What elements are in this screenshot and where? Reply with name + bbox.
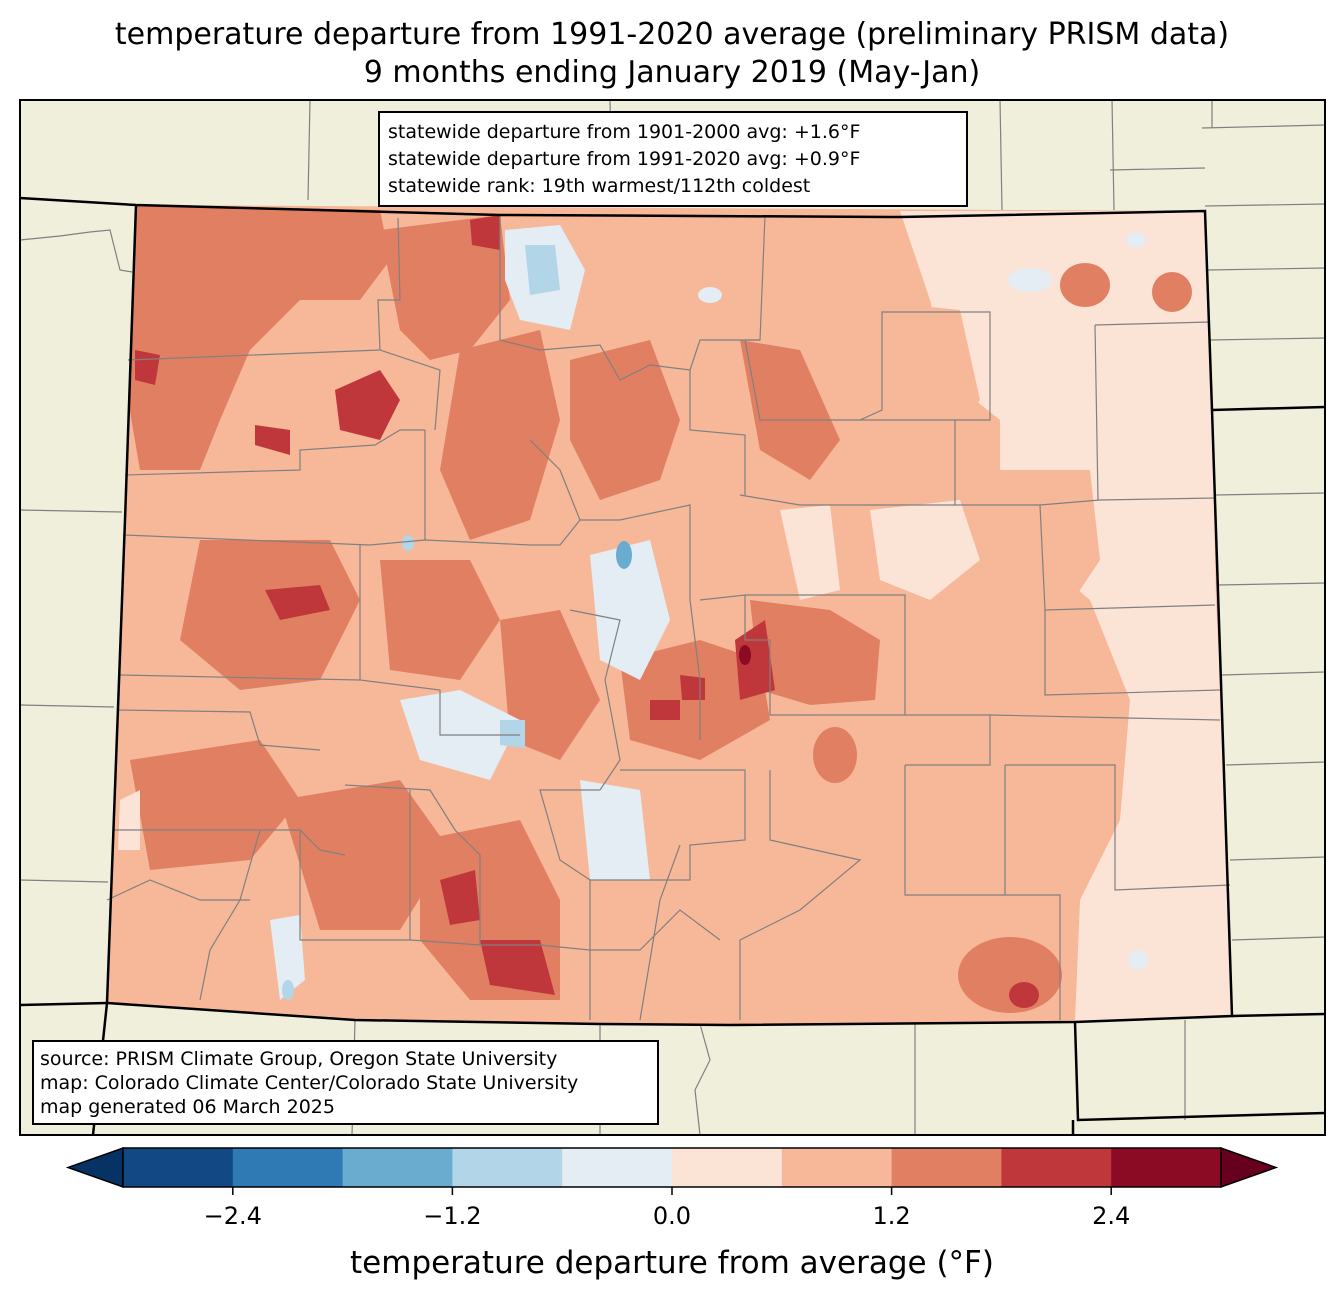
pueblo-warm-region	[750, 600, 880, 705]
colorbar-bin	[781, 1148, 893, 1187]
map-frame	[19, 99, 1326, 1136]
hot-spot	[255, 425, 290, 455]
southeast-warm-spot	[958, 937, 1062, 1013]
map-title: temperature departure from 1991-2020 ave…	[114, 17, 1230, 52]
colorbar-tick-label: −1.2	[423, 1202, 481, 1230]
hot-spot	[1009, 982, 1039, 1008]
northeast-warm-spot	[1152, 272, 1192, 312]
san-luis-valley-cool-region	[590, 540, 670, 680]
colorbar-under-arrow	[65, 1146, 124, 1189]
statewide-rank: statewide rank: 19th warmest/112th colde…	[388, 175, 811, 197]
hot-spot	[480, 940, 555, 995]
departure-1991-2020: statewide departure from 1991-2020 avg: …	[388, 148, 861, 170]
colorbar-bin	[452, 1148, 563, 1187]
north-park-cool-core	[525, 245, 560, 295]
northwest-warm-region	[128, 205, 390, 470]
front-range-warm-region	[570, 340, 680, 500]
colorbar-bin	[1001, 1148, 1112, 1187]
cool-spot	[1126, 232, 1146, 248]
colorbar-label: temperature departure from average (°F)	[350, 1245, 994, 1281]
colorbar-bin	[123, 1148, 234, 1187]
source-line: source: PRISM Climate Group, Oregon Stat…	[40, 1048, 558, 1070]
cool-spot	[402, 535, 414, 551]
west-central-warm-region	[180, 540, 360, 690]
colorbar-bins	[65, 1146, 1279, 1189]
colorbar-ticks: −2.4 −1.2 0.0 1.2 2.4	[204, 1187, 1130, 1230]
plains-near-normal-region	[900, 211, 1232, 1022]
colorbar-bin	[891, 1148, 1002, 1187]
west-central-warm-region	[380, 560, 500, 680]
north-central-warm-region	[380, 215, 510, 360]
southeast-near-normal-patch	[1075, 900, 1232, 1022]
plains-warm-patch	[860, 300, 980, 470]
source-credits-box: source: PRISM Climate Group, Oregon Stat…	[32, 1040, 659, 1125]
hot-spot	[680, 675, 705, 700]
colorbar-tick-label: 0.0	[653, 1202, 691, 1230]
northeast-foothills-warm-region	[740, 340, 840, 480]
plains-near-normal-patch	[870, 500, 980, 600]
hot-spot	[650, 700, 680, 720]
departure-1901-2000: statewide departure from 1901-2000 avg: …	[388, 121, 861, 143]
map-credit-line: map: Colorado Climate Center/Colorado St…	[40, 1072, 579, 1094]
colorbar-bin	[1111, 1148, 1222, 1187]
colorbar-over-arrow	[1220, 1146, 1279, 1189]
cool-spot	[282, 980, 294, 1000]
colorbar-bin	[672, 1148, 783, 1187]
hot-spot	[335, 370, 400, 440]
southwest-warm-region	[280, 780, 450, 930]
anomaly-contours	[118, 205, 1232, 1022]
northeast-warm-spot	[1060, 263, 1110, 307]
colorado-county-lines	[106, 214, 1231, 1021]
cool-spot	[1128, 950, 1148, 970]
central-mountains-warm-region	[440, 330, 560, 540]
plains-warm-patch	[1000, 470, 1100, 620]
colorbar-bin	[232, 1148, 344, 1187]
hottest-spot	[739, 645, 751, 665]
cool-region	[580, 780, 650, 880]
cool-spot	[1008, 268, 1052, 292]
cool-region	[270, 915, 305, 1000]
colorado-temperature-map	[19, 99, 1326, 1136]
colorbar: −2.4 −1.2 0.0 1.2 2.4	[65, 1146, 1279, 1230]
map-subtitle: 9 months ending January 2019 (May-Jan)	[363, 55, 981, 90]
generated-date-line: map generated 06 March 2025	[40, 1096, 335, 1118]
cool-spot	[500, 720, 525, 748]
colorbar-bin	[562, 1148, 673, 1187]
hot-spot	[470, 215, 500, 250]
statewide-stats-box: statewide departure from 1901-2000 avg: …	[378, 111, 968, 207]
near-normal-patch	[118, 790, 140, 850]
colorbar-bin	[342, 1148, 453, 1187]
plains-near-normal-patch	[780, 505, 840, 600]
cool-spot	[698, 287, 722, 303]
state-boundaries	[19, 196, 1326, 1136]
colorbar-tick-label: 2.4	[1092, 1202, 1130, 1230]
cool-spot	[616, 541, 632, 569]
warm-spot	[813, 727, 857, 783]
colorbar-tick-label: 1.2	[873, 1202, 911, 1230]
hot-spot	[440, 870, 480, 925]
colorbar-tick-label: −2.4	[204, 1202, 262, 1230]
hot-spot	[265, 585, 330, 620]
